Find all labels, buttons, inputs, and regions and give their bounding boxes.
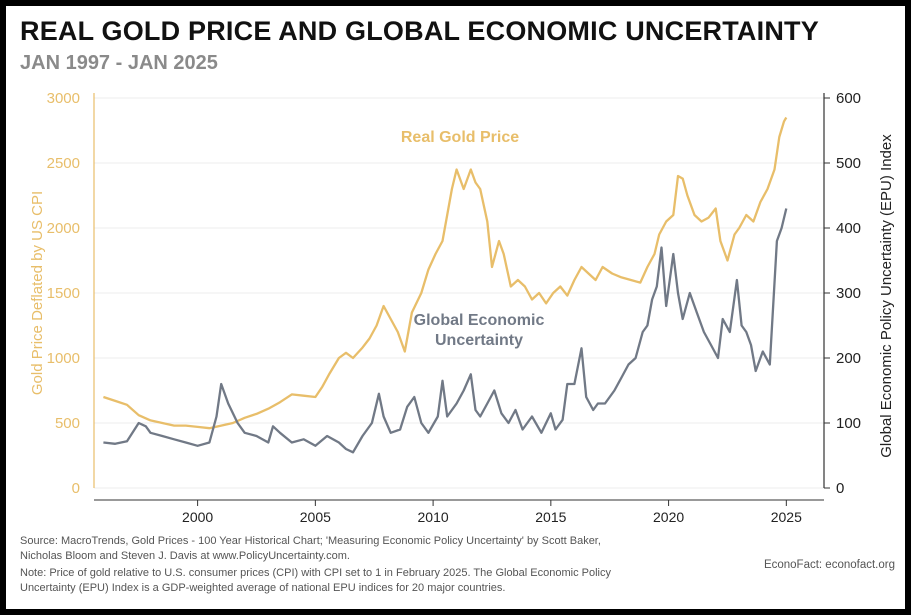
x-tick-label: 2010 [418, 509, 449, 525]
method-note: Note: Price of gold relative to U.S. con… [20, 566, 720, 595]
left-tick-label: 500 [55, 415, 80, 432]
labels: Real Gold Price Global Economic Uncertaint… [401, 129, 545, 349]
source-line: Nicholas Bloom and Steven J. Davis at ww… [20, 549, 350, 562]
right-tick-label: 0 [836, 480, 844, 497]
x-tick-label: 2025 [771, 509, 802, 525]
data-lines [103, 116, 788, 454]
right-tick-label: 200 [836, 350, 861, 367]
source-line: Source: MacroTrends, Gold Prices - 100 Y… [20, 535, 601, 547]
series-line [103, 208, 788, 454]
left-axis-title: Gold Price Deflated by US CPI [29, 191, 46, 395]
right-tick-label: 400 [836, 220, 861, 237]
credit: EconoFact: econofact.org [763, 559, 895, 571]
chart-frame: REAL GOLD PRICE AND GLOBAL ECONOMIC UNCE… [6, 6, 905, 609]
right-tick-label: 600 [836, 90, 861, 107]
left-tick-label: 2500 [47, 155, 80, 172]
left-tick-label: 1500 [47, 285, 80, 302]
chart-subtitle: JAN 1997 - JAN 2025 [20, 52, 218, 74]
left-tick-label: 0 [72, 480, 80, 497]
right-tick-label: 100 [836, 415, 861, 432]
x-tick-label: 2000 [182, 509, 213, 525]
series-label-epu: Global Economic [414, 312, 545, 329]
x-tick-label: 2005 [300, 509, 331, 525]
left-tick-label: 1000 [47, 350, 80, 367]
x-tick-label: 2015 [535, 509, 566, 525]
chart-title: REAL GOLD PRICE AND GLOBAL ECONOMIC UNCE… [20, 16, 819, 46]
source-note: Source: MacroTrends, Gold Prices - 100 Y… [20, 534, 720, 563]
gridlines [94, 97, 824, 489]
left-tick-label: 3000 [47, 90, 80, 107]
right-axis-title: Global Economic Policy Uncertainty (EPU)… [878, 134, 895, 458]
axes: 0 500 1000 1500 2000 2500 3000 0 100 200 300 400 500… [29, 90, 895, 525]
series-label-epu: Uncertainty [435, 332, 523, 349]
series-label-gold: Real Gold Price [401, 129, 519, 146]
right-tick-label: 500 [836, 155, 861, 172]
right-tick-label: 300 [836, 285, 861, 302]
left-tick-label: 2000 [47, 220, 80, 237]
series-line [103, 116, 788, 430]
note-line: Note: Price of gold relative to U.S. con… [20, 567, 611, 579]
line-chart: 0 500 1000 1500 2000 2500 3000 0 100 200 300 400 500… [29, 90, 895, 525]
x-tick-label: 2020 [653, 509, 684, 525]
note-line: Uncertainty (EPU) Index is a GDP-weighte… [20, 581, 506, 594]
